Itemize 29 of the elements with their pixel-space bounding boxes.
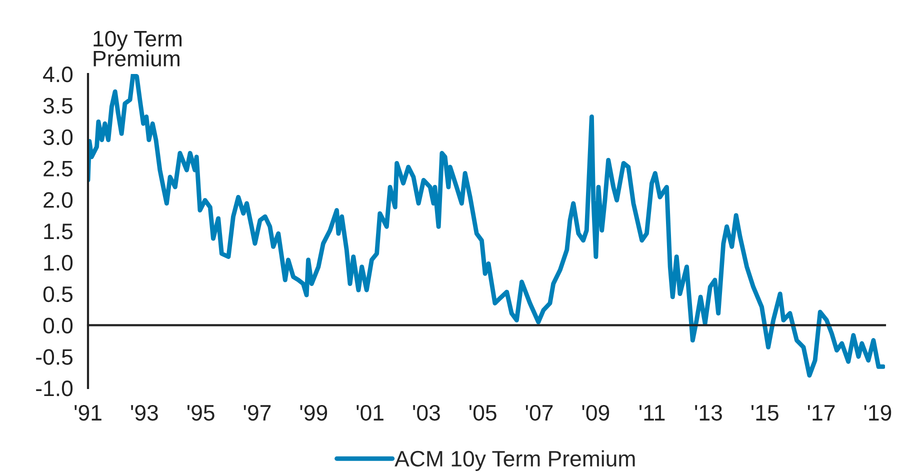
y-tick-label: -1.0 xyxy=(36,380,73,396)
x-tick-label: '05 xyxy=(469,404,496,421)
x-tick-label: '93 xyxy=(131,404,158,421)
x-tick-label: '95 xyxy=(187,404,214,421)
x-tick-label: '15 xyxy=(752,405,778,421)
x-tick-label: '11 xyxy=(640,405,665,420)
y-tick-label: 3.0 xyxy=(43,129,73,146)
y-tick-label: 1.0 xyxy=(44,254,73,271)
x-tick-label: '97 xyxy=(244,404,271,421)
x-tick-label: '13 xyxy=(695,404,722,421)
y-tick-label: 2.0 xyxy=(44,192,73,208)
x-tick-label: '91 xyxy=(74,404,102,421)
y-tick-label: 2.5 xyxy=(44,160,72,176)
line-series xyxy=(88,74,885,378)
x-tick-label: '99 xyxy=(300,404,328,421)
y-tick-label: 0.0 xyxy=(43,318,73,334)
x-tick-label: '19 xyxy=(864,404,892,421)
y-tick-label: 0.5 xyxy=(43,286,72,302)
y-tick-label: -0.5 xyxy=(36,349,72,365)
x-tick-label: '01 xyxy=(356,404,384,421)
y-tick-label: 3.5 xyxy=(43,98,72,114)
y-tick-label: 4.0 xyxy=(43,66,73,82)
y-axis-title: 10y Term Premium xyxy=(94,30,182,66)
y-tick-label: 1.5 xyxy=(44,224,72,240)
x-tick-label: '17 xyxy=(808,405,835,420)
legend-label: ACM 10y Term Premium xyxy=(394,450,635,471)
x-tick-label: '09 xyxy=(582,404,610,421)
x-tick-label: '03 xyxy=(413,404,440,421)
x-tick-label: '07 xyxy=(526,404,553,421)
